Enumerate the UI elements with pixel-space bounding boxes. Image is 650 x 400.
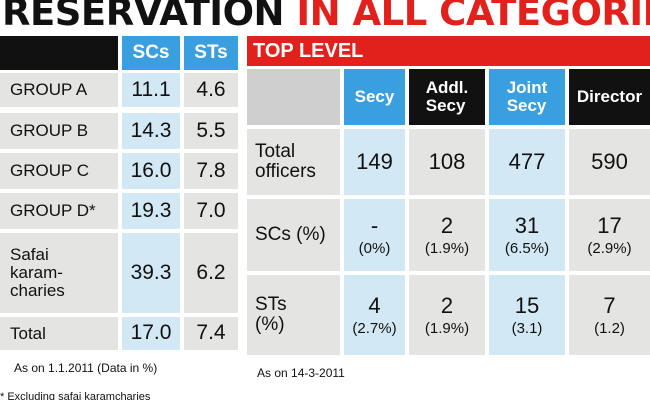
cell-share: (1.9%) <box>424 239 470 257</box>
cell-value: 31 <box>514 212 540 238</box>
cell-value: 17 <box>597 212 622 238</box>
table-cell: 590 <box>569 129 650 195</box>
table-cell: 19.3 <box>122 193 180 229</box>
table-cell: 14.3 <box>122 113 180 149</box>
cell-value: 2 <box>440 292 454 318</box>
table-cell: 7.4 <box>184 317 238 350</box>
table-cell: 108 <box>409 129 485 195</box>
cell-share: (1.2) <box>594 319 625 337</box>
cell-value: 590 <box>591 149 628 175</box>
table-cell: 477 <box>489 129 565 195</box>
right-note: As on 14-3-2011 <box>257 366 345 380</box>
header-corner <box>0 36 118 70</box>
table-cell: 4.6 <box>184 73 238 107</box>
cell-share: (2.9%) <box>587 239 632 257</box>
left-note: As on 1.1.2011 (Data in %) <box>14 361 158 375</box>
column-header: Secy <box>344 69 405 125</box>
row-label: Total <box>0 317 118 350</box>
table-cell: 2 (1.9%) <box>409 275 485 355</box>
cell-value: 149 <box>356 149 393 175</box>
cell-share: (1.9%) <box>424 319 470 337</box>
column-header: STs <box>184 36 238 70</box>
table-cell: 7.0 <box>184 193 238 229</box>
table-cell: 17.0 <box>122 317 180 350</box>
header-corner <box>247 69 340 125</box>
cell-share: (0%) <box>358 239 391 257</box>
title: RESERVATION IN ALL CATEGORIES <box>2 0 650 34</box>
row-label: STs (%) <box>247 275 340 355</box>
cell-value: 7 <box>603 292 616 318</box>
table-cell: 2 (1.9%) <box>409 199 485 271</box>
row-label: GROUP C <box>0 153 118 189</box>
column-header: Addl. Secy <box>409 69 485 125</box>
table-cell: 7 (1.2) <box>569 275 650 355</box>
cell-value: 2 <box>440 212 454 238</box>
row-label: GROUP A <box>0 73 118 107</box>
table-cell: 5.5 <box>184 113 238 149</box>
cell-value: 15 <box>514 292 540 318</box>
cell-value: 108 <box>428 149 466 175</box>
table-cell: 7.8 <box>184 153 238 189</box>
table-cell: 11.1 <box>122 73 180 107</box>
row-label: Safai karam- charies <box>0 233 118 313</box>
cell-share: (6.5%) <box>504 239 550 257</box>
row-label: Total officers <box>247 129 340 195</box>
table-cell: 15 (3.1) <box>489 275 565 355</box>
row-label: SCs (%) <box>247 199 340 271</box>
table-cell: - (0%) <box>344 199 405 271</box>
footnote: * Excluding safai karamcharies <box>0 391 151 400</box>
column-header: Director <box>569 69 650 125</box>
row-label: GROUP D* <box>0 193 118 229</box>
table-cell: 39.3 <box>122 233 180 313</box>
cell-share: (2.7%) <box>352 319 397 337</box>
title-black: RESERVATION <box>2 0 285 34</box>
table-cell: 4 (2.7%) <box>344 275 405 355</box>
cell-value: 477 <box>508 149 546 175</box>
column-header: SCs <box>122 36 180 70</box>
table-cell: 17 (2.9%) <box>569 199 650 271</box>
table-cell: 6.2 <box>184 233 238 313</box>
table-cell: 149 <box>344 129 405 195</box>
table-cell: 31 (6.5%) <box>489 199 565 271</box>
table-cell: 16.0 <box>122 153 180 189</box>
banner: TOP LEVEL <box>247 36 650 66</box>
row-label: GROUP B <box>0 113 118 149</box>
column-header: Joint Secy <box>489 69 565 125</box>
title-red: IN ALL CATEGORIES <box>296 0 650 34</box>
cell-value: - <box>370 212 379 238</box>
cell-value: 4 <box>368 292 381 318</box>
cell-share: (3.1) <box>511 319 543 337</box>
